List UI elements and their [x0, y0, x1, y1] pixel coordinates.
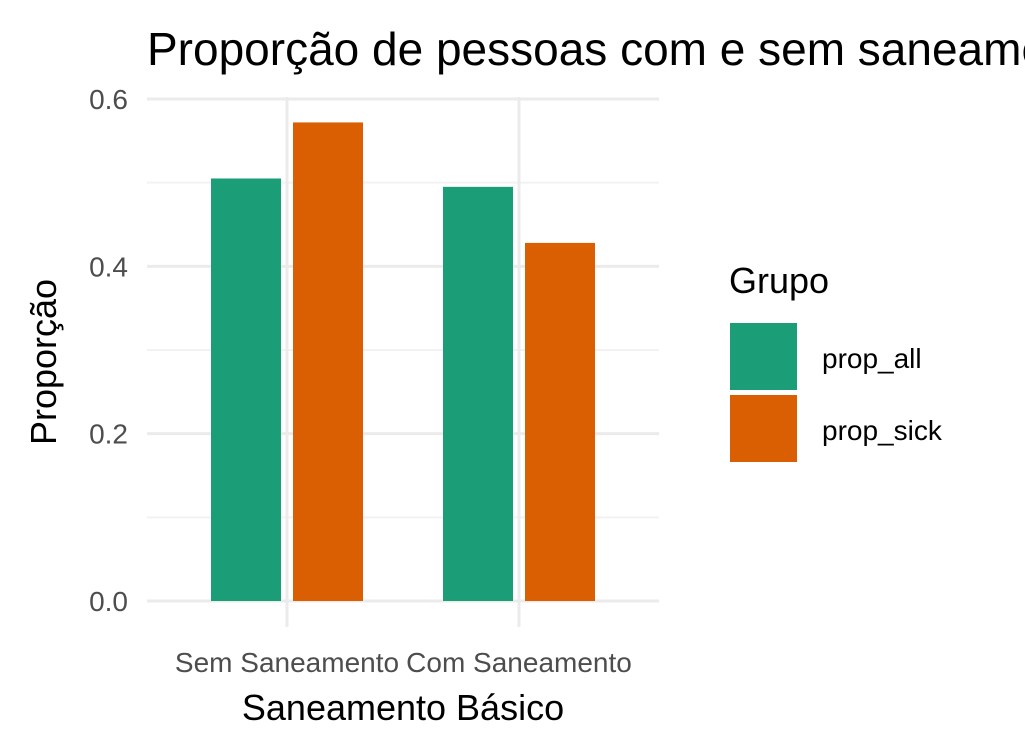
legend-swatch-prop-all: [730, 323, 797, 390]
legend: Grupo prop_all prop_sick: [729, 260, 943, 462]
y-tick-label: 0.0: [89, 586, 128, 617]
x-tick-label-1: Com Saneamento: [406, 647, 632, 678]
legend-item-prop-sick: prop_sick: [730, 395, 943, 462]
bar-prop-sick-0: [293, 122, 363, 601]
y-tick-label: 0.6: [89, 84, 128, 115]
x-axis-title: Saneamento Básico: [242, 687, 564, 728]
legend-label-prop-all: prop_all: [822, 343, 922, 374]
legend-swatch-prop-sick: [730, 395, 797, 462]
x-tick-labels: Sem Saneamento Com Saneamento: [175, 647, 632, 678]
legend-title: Grupo: [729, 260, 829, 301]
x-tick-label-0: Sem Saneamento: [175, 647, 399, 678]
y-axis-title: Proporção: [23, 279, 64, 445]
bar-prop-all-1: [443, 186, 513, 601]
y-tick-label: 0.4: [89, 251, 128, 282]
chart-title: Proporção de pessoas com e sem saneament…: [147, 23, 1025, 75]
bar-prop-all-0: [211, 178, 281, 601]
bar-prop-sick-1: [525, 242, 595, 601]
bars-layer: [211, 122, 595, 601]
y-tick-labels: 0.0 0.2 0.4 0.6: [89, 84, 128, 617]
y-tick-label: 0.2: [89, 419, 128, 450]
legend-item-prop-all: prop_all: [730, 323, 922, 390]
legend-label-prop-sick: prop_sick: [822, 415, 943, 446]
